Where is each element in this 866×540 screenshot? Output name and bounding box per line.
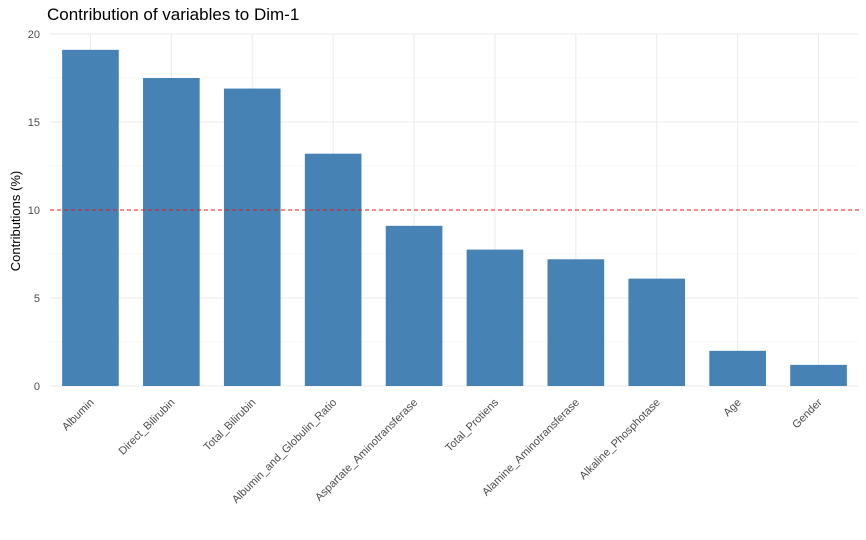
bar: [385, 225, 443, 386]
bar: [304, 153, 362, 386]
x-tick-label: Alkaline_Phosphotase: [577, 397, 662, 482]
x-axis-tick-labels: Albumin Direct_Bilirubin Total_Bilirubin Al…: [60, 396, 825, 506]
x-tick-label: Alamine_Aminotransferase: [480, 397, 582, 499]
y-tick-label: 10: [28, 205, 40, 217]
y-tick-label: 15: [28, 117, 40, 129]
bar: [790, 364, 847, 386]
y-tick-label: 5: [34, 293, 40, 305]
bars: [62, 49, 847, 387]
x-tick-label: Direct_Bilirubin: [117, 397, 178, 458]
chart-title: Contribution of variables to Dim-1: [47, 5, 300, 24]
x-tick-label: Total_Bilirubin: [201, 397, 258, 454]
x-tick-label: Albumin: [60, 397, 97, 434]
bar: [62, 49, 119, 387]
y-tick-label: 20: [28, 29, 40, 41]
y-tick-label: 0: [34, 381, 40, 393]
bar: [223, 88, 281, 386]
bar: [547, 259, 605, 386]
bar: [628, 278, 686, 386]
bar: [143, 78, 200, 386]
x-tick-label: Total_Protiens: [443, 396, 501, 454]
y-axis-title: Contributions (%): [8, 171, 23, 271]
y-axis-tick-labels: 0 5 10 15 20: [28, 29, 40, 393]
bar: [466, 249, 524, 386]
bar: [709, 350, 766, 386]
x-tick-label: Gender: [790, 396, 825, 431]
x-tick-label: Age: [721, 397, 743, 419]
